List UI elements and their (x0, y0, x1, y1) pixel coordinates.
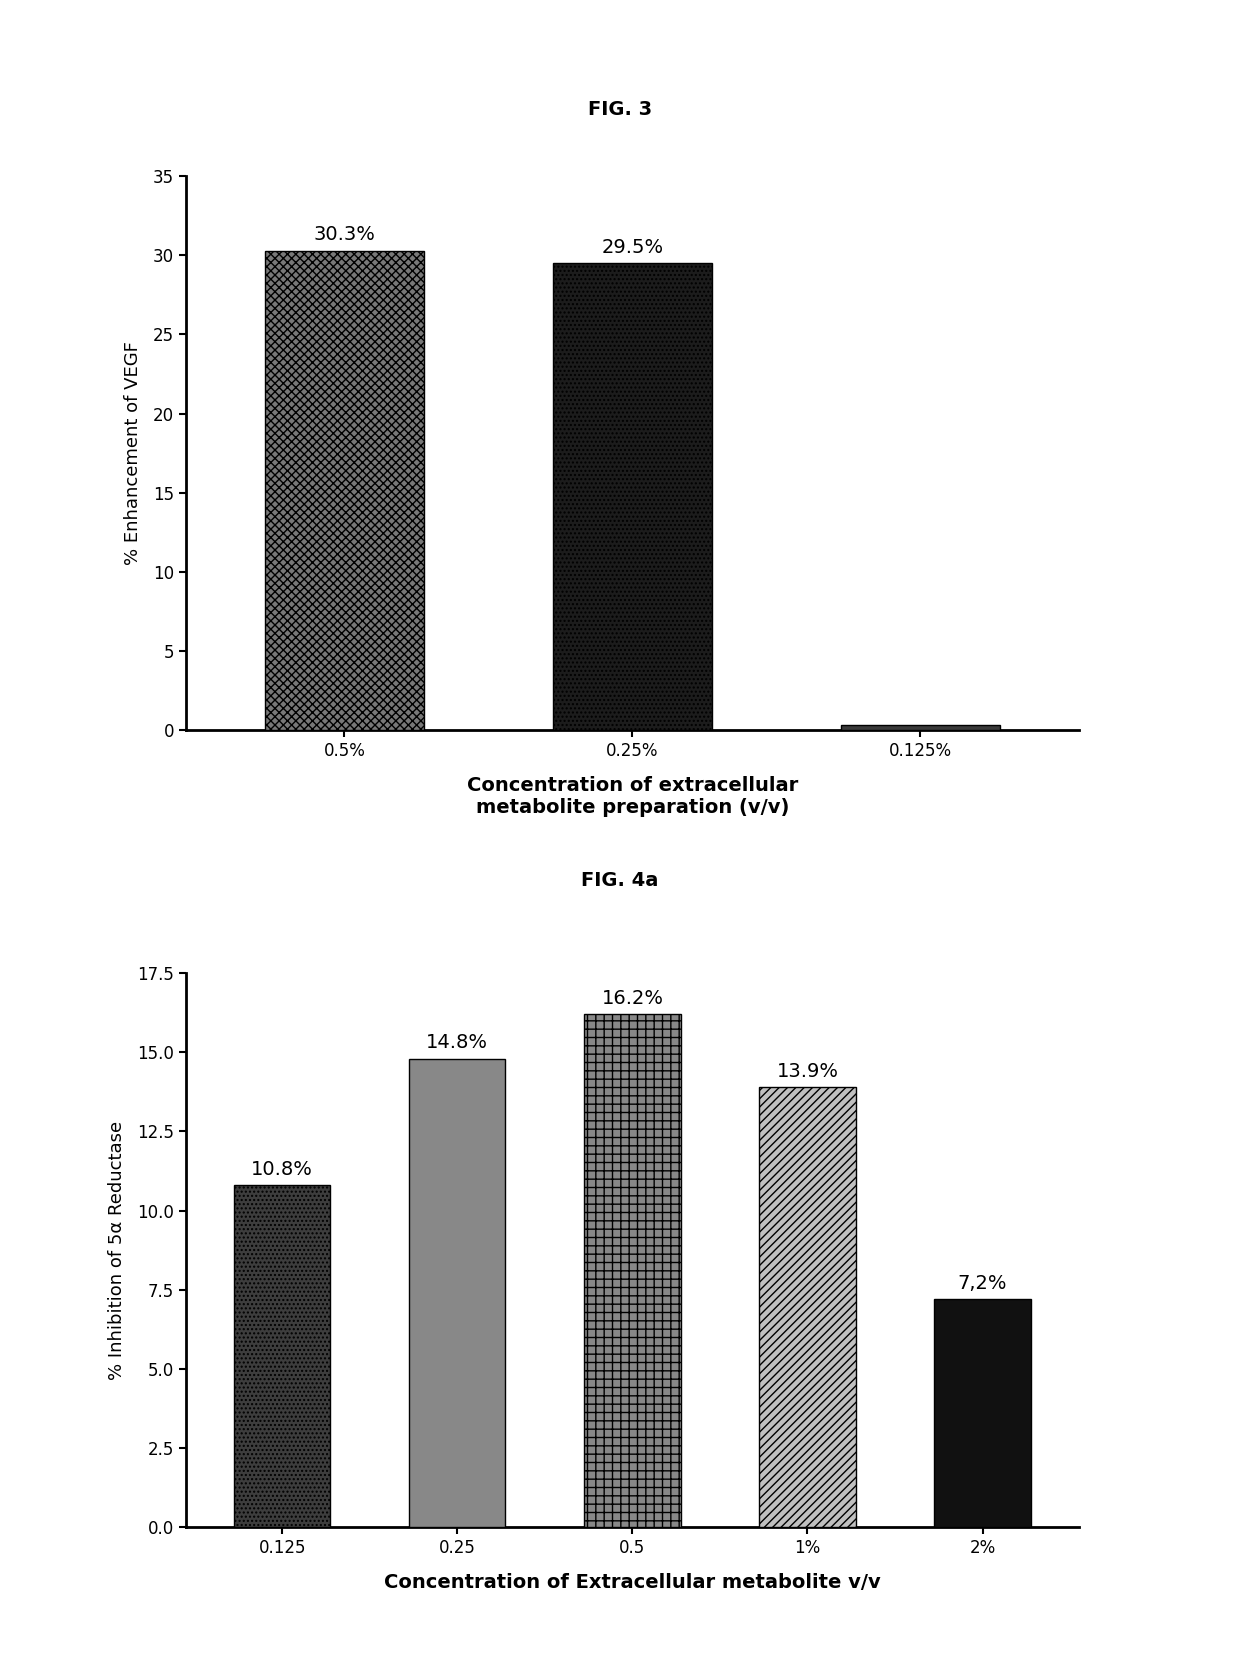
Text: FIG. 4a: FIG. 4a (582, 871, 658, 891)
Text: 7,2%: 7,2% (957, 1274, 1007, 1292)
Text: 30.3%: 30.3% (314, 225, 376, 245)
Text: 14.8%: 14.8% (427, 1034, 489, 1052)
Text: 16.2%: 16.2% (601, 988, 663, 1008)
Bar (584, 1015, 681, 1527)
Y-axis label: % Inhibition of 5α Reductase: % Inhibition of 5α Reductase (108, 1121, 126, 1379)
Bar (409, 1059, 506, 1527)
X-axis label: Concentration of extracellular
metabolite preparation (v/v): Concentration of extracellular metabolit… (466, 777, 799, 817)
Bar (265, 250, 424, 730)
Text: FIG. 3: FIG. 3 (588, 99, 652, 119)
Bar (841, 725, 999, 730)
Text: 10.8%: 10.8% (252, 1159, 314, 1180)
Bar (935, 1299, 1030, 1527)
Bar (759, 1087, 856, 1527)
Bar (234, 1185, 330, 1527)
Text: 29.5%: 29.5% (601, 238, 663, 257)
Y-axis label: % Enhancement of VEGF: % Enhancement of VEGF (124, 341, 141, 565)
X-axis label: Concentration of Extracellular metabolite v/v: Concentration of Extracellular metabolit… (384, 1574, 880, 1592)
Bar (553, 263, 712, 730)
Text: 13.9%: 13.9% (776, 1062, 838, 1081)
